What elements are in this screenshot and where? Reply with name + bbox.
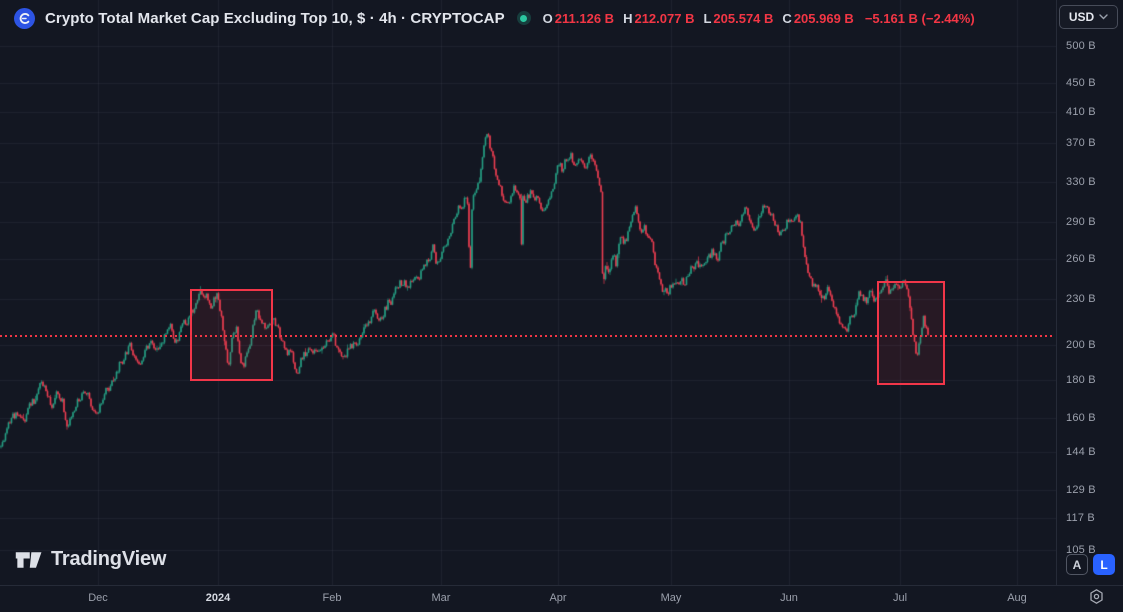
market-status-dot-icon[interactable] bbox=[516, 11, 531, 25]
price-tick-label: 160 B bbox=[1066, 412, 1096, 424]
close-value: 205.969 B bbox=[793, 10, 854, 26]
time-tick-label: Mar bbox=[431, 592, 451, 604]
tradingview-logo-icon bbox=[15, 551, 42, 568]
scale-buttons: A L bbox=[1066, 554, 1115, 575]
high-value: 212.077 B bbox=[634, 10, 695, 26]
ohlc-values: O 211.126 B H 212.077 B L 205.574 B C 205.96… bbox=[543, 11, 975, 26]
price-tick-label: 117 B bbox=[1066, 512, 1095, 524]
time-tick-label: Apr bbox=[549, 592, 567, 604]
price-tick-label: 105 B bbox=[1066, 544, 1096, 556]
gear-icon bbox=[1090, 589, 1103, 604]
open-label: O bbox=[542, 10, 553, 26]
tradingview-watermark[interactable]: TradingView bbox=[15, 548, 166, 571]
time-tick-label: May bbox=[660, 592, 682, 604]
chart-legend: Crypto Total Market Cap Excluding Top 10… bbox=[14, 5, 975, 31]
time-tick-label: Jul bbox=[892, 592, 908, 604]
low-value: 205.574 B bbox=[713, 10, 774, 26]
cryptocap-symbol-icon bbox=[14, 7, 35, 29]
price-tick-label: 410 B bbox=[1066, 106, 1096, 118]
chevron-down-icon bbox=[1099, 14, 1108, 20]
price-tick-label: 129 B bbox=[1066, 484, 1096, 496]
price-tick-label: 290 B bbox=[1066, 216, 1096, 228]
price-tick-label: 230 B bbox=[1066, 293, 1096, 305]
price-tick-label: 500 B bbox=[1066, 40, 1096, 52]
price-tick-label: 200 B bbox=[1066, 339, 1096, 351]
time-tick-label: Aug bbox=[1007, 592, 1027, 604]
price-tick-label: 330 B bbox=[1066, 176, 1096, 188]
timezone-settings-button[interactable] bbox=[1088, 588, 1105, 610]
price-tick-label: 260 B bbox=[1066, 253, 1096, 265]
candlestick-chart-canvas[interactable] bbox=[0, 0, 1056, 585]
high-label: H bbox=[623, 10, 633, 26]
highlight-rectangle-2[interactable] bbox=[877, 281, 945, 385]
time-tick-label: Feb bbox=[322, 592, 342, 604]
price-tick-label: 370 B bbox=[1066, 137, 1096, 149]
currency-label: USD bbox=[1068, 10, 1095, 24]
time-tick-label: 2024 bbox=[205, 592, 231, 604]
tradingview-brand-text: TradingView bbox=[51, 548, 167, 570]
price-tick-label: 144 B bbox=[1066, 446, 1096, 458]
price-axis[interactable]: 500 B 450 B 410 B 370 B 330 B 290 B 260 B 230 B… bbox=[1056, 0, 1123, 585]
time-tick-label: Jun bbox=[780, 592, 798, 604]
price-tick-label: 180 B bbox=[1066, 374, 1096, 386]
time-tick-label: Dec bbox=[88, 592, 108, 604]
open-value: 211.126 B bbox=[554, 10, 615, 26]
currency-dropdown[interactable]: USD bbox=[1059, 5, 1118, 29]
time-axis[interactable]: Dec 2024 Feb Mar Apr May Jun Jul Aug bbox=[0, 585, 1123, 612]
change-value: −5.161 B (−2.44%) bbox=[864, 10, 975, 26]
current-price-line bbox=[0, 335, 1054, 337]
low-label: L bbox=[703, 10, 712, 26]
log-scale-button[interactable]: L bbox=[1093, 554, 1115, 575]
close-label: C bbox=[782, 10, 792, 26]
price-tick-label: 450 B bbox=[1066, 77, 1096, 89]
auto-scale-button[interactable]: A bbox=[1066, 554, 1088, 575]
symbol-title[interactable]: Crypto Total Market Cap Excluding Top 10… bbox=[45, 9, 505, 27]
